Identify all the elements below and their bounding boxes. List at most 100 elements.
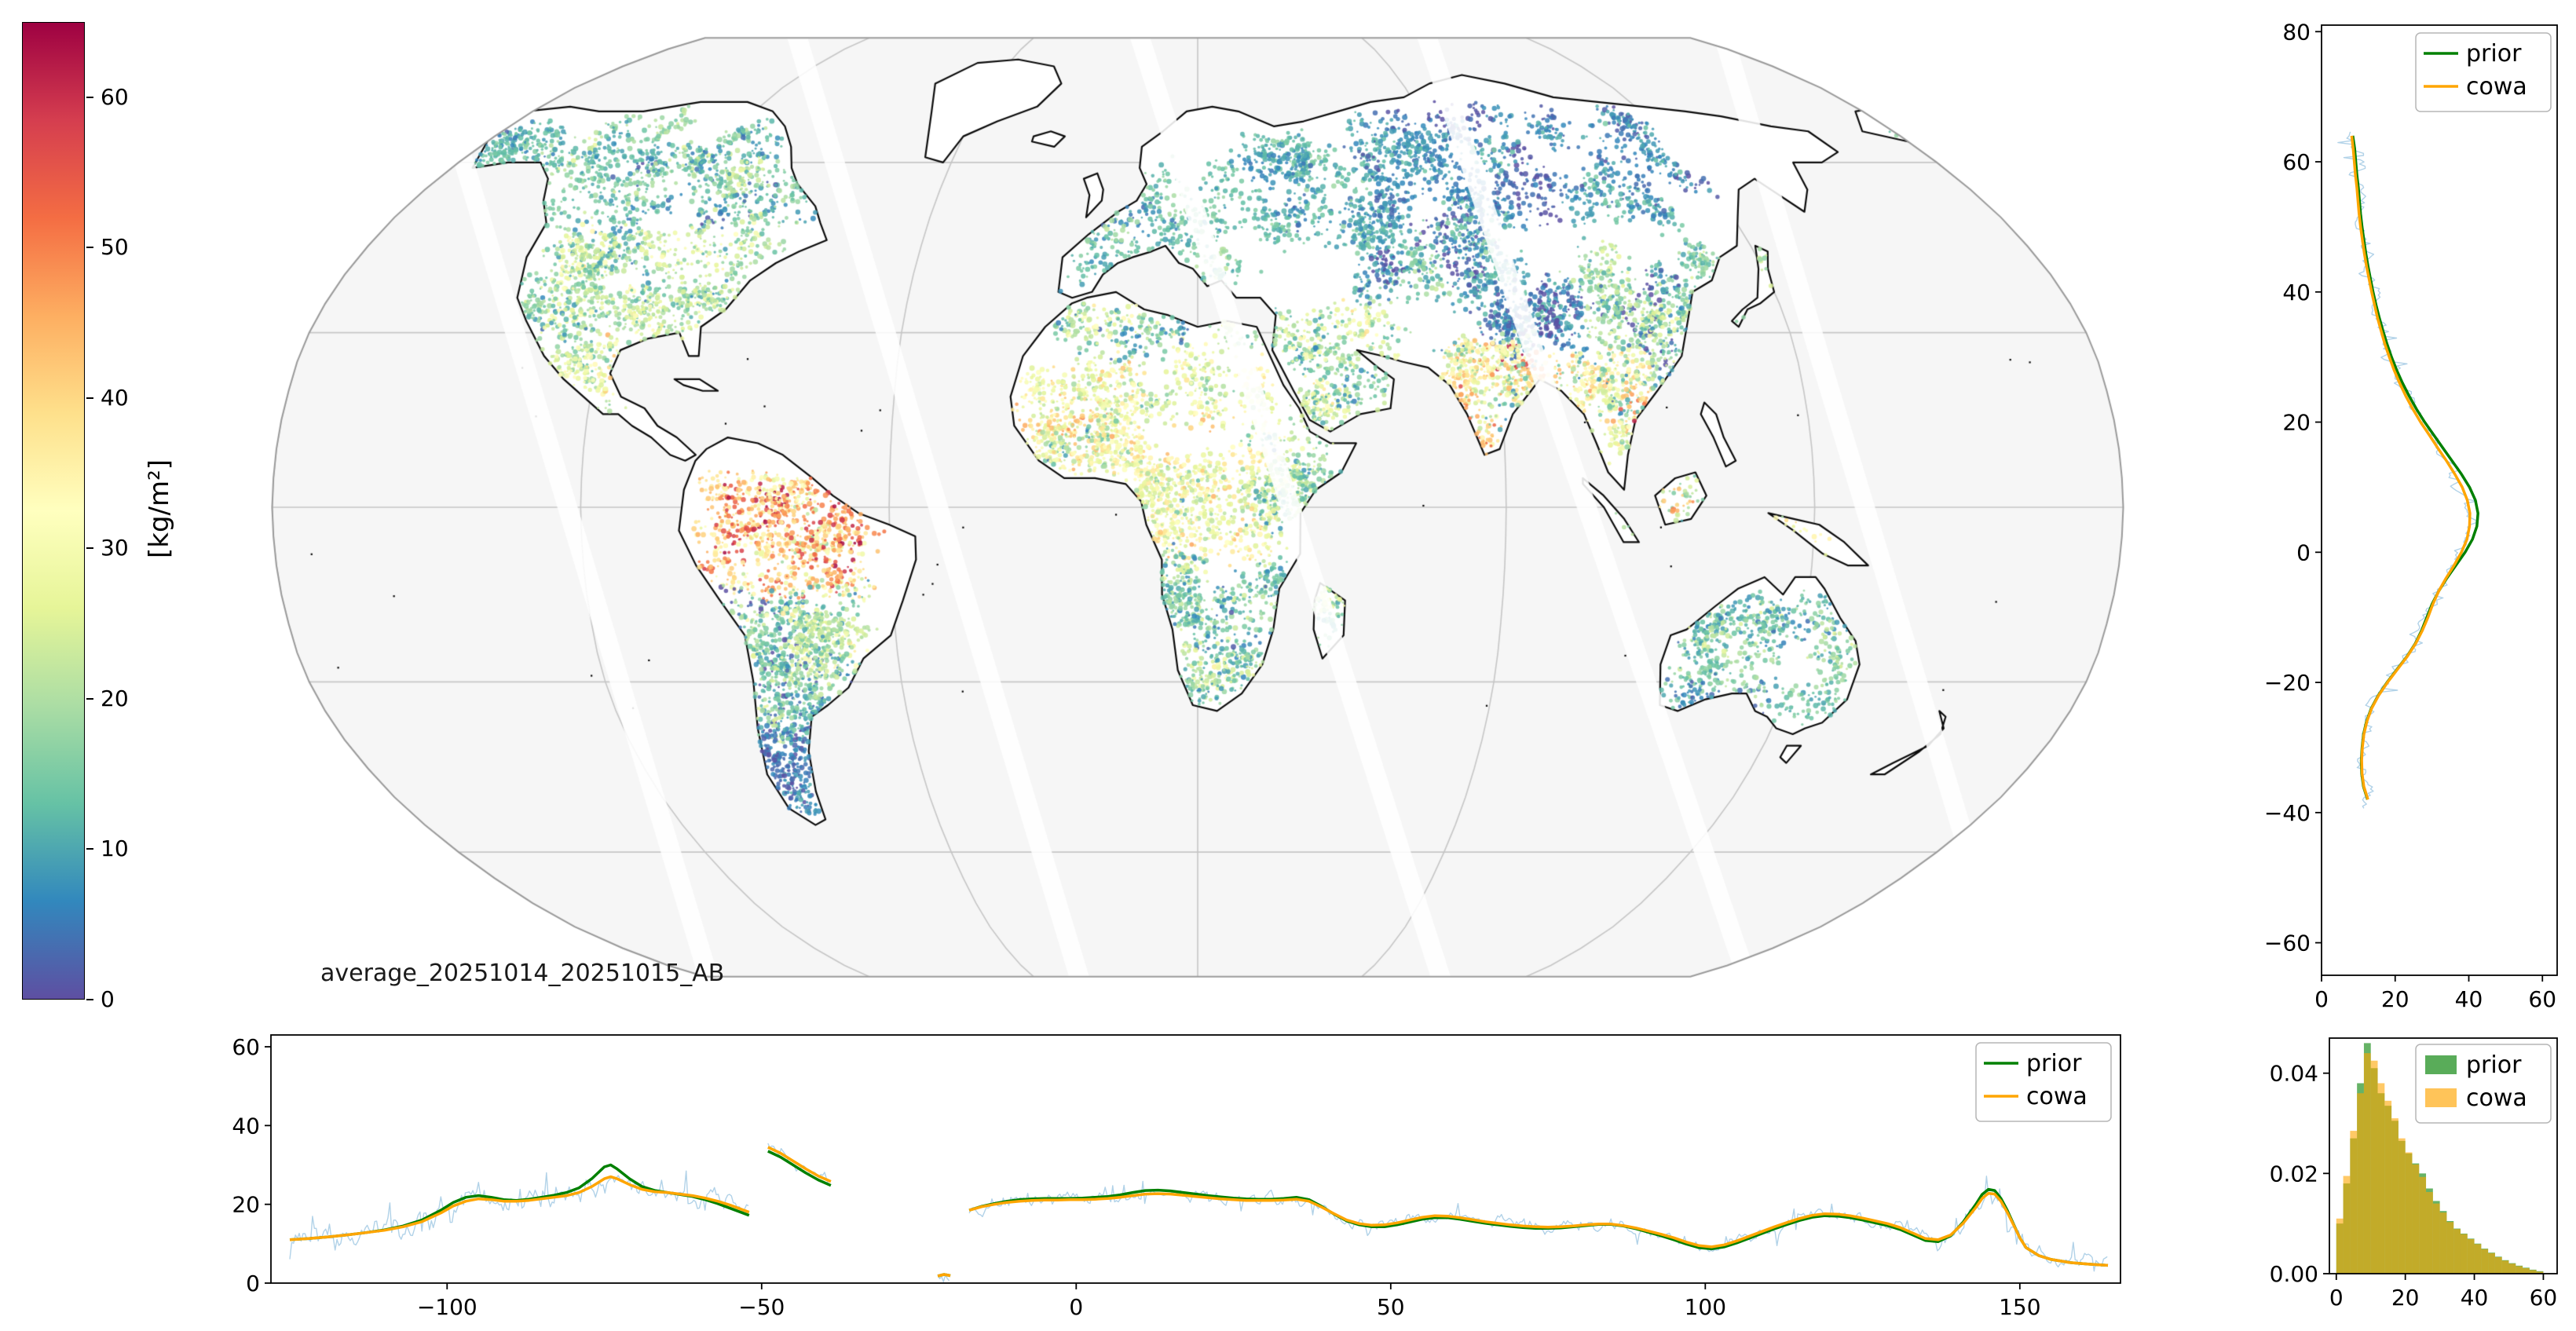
x-tick-label: 60 xyxy=(2530,1285,2558,1311)
hist-bar xyxy=(2405,1152,2413,1274)
hist-bar xyxy=(2370,1060,2378,1274)
series-line xyxy=(937,1274,950,1282)
y-tick-label: −60 xyxy=(2264,931,2311,956)
x-tick-label: 40 xyxy=(2461,1285,2489,1311)
hist-bar xyxy=(2474,1244,2482,1274)
x-tick-label: −50 xyxy=(738,1294,785,1320)
hist-bar xyxy=(2516,1266,2523,1274)
legend-label-cowa: cowa xyxy=(2466,73,2527,101)
y-tick-label: 0.04 xyxy=(2270,1061,2318,1087)
colorbar-tick-mark xyxy=(86,848,93,850)
y-tick-label: 0.02 xyxy=(2270,1161,2318,1187)
colorbar-tick-mark xyxy=(86,397,93,399)
hist-bar xyxy=(2363,1053,2371,1274)
series-line xyxy=(767,1146,832,1183)
legend-label-prior: prior xyxy=(2026,1050,2082,1077)
hist-bar xyxy=(2412,1164,2420,1274)
y-tick-label: −40 xyxy=(2264,800,2311,826)
y-tick-label: 60 xyxy=(232,1034,260,1060)
y-tick-label: 80 xyxy=(2282,19,2311,45)
hist-bar xyxy=(2488,1252,2495,1274)
hist-bar xyxy=(2357,1093,2364,1274)
x-tick-label: 150 xyxy=(1999,1294,2040,1320)
hist-bar xyxy=(2391,1118,2399,1274)
hist-bar xyxy=(2467,1238,2475,1274)
colorbar-tick-mark xyxy=(86,547,93,550)
y-tick-label: 20 xyxy=(232,1192,260,1218)
x-tick-label: 0 xyxy=(2329,1285,2344,1311)
colorbar-tick-label: 40 xyxy=(101,384,129,411)
legend-label-prior: prior xyxy=(2466,1051,2522,1079)
plot-background xyxy=(271,1035,2120,1283)
colorbar-tick-mark xyxy=(86,999,93,1000)
hist-bar xyxy=(2336,1218,2344,1274)
hist-bar xyxy=(2419,1176,2427,1274)
hist-bar xyxy=(2508,1263,2516,1274)
hist-bar xyxy=(2398,1138,2406,1274)
y-tick-label: 20 xyxy=(2282,410,2311,436)
y-tick-label: 0 xyxy=(246,1271,260,1296)
colorbar-tick-label: 60 xyxy=(101,83,129,110)
hist-bar xyxy=(2501,1260,2509,1274)
x-tick-label: 60 xyxy=(2528,986,2556,1012)
axes-frame xyxy=(2321,24,2558,976)
map-date-label: average_20251014_20251015_AB xyxy=(320,960,725,987)
hist-bar xyxy=(2453,1229,2461,1274)
colorbar-tick-label: 10 xyxy=(101,836,129,862)
hist-bar xyxy=(2446,1222,2454,1274)
hist-bar xyxy=(2481,1249,2489,1274)
hist-bar xyxy=(2536,1271,2544,1274)
hist-bar xyxy=(2439,1212,2447,1274)
colorbar-tick-label: 20 xyxy=(101,685,129,711)
hist-bar xyxy=(2350,1131,2358,1274)
colorbar-tick-label: 30 xyxy=(101,535,129,561)
y-tick-label: −20 xyxy=(2264,670,2311,696)
legend-label-cowa: cowa xyxy=(2026,1083,2088,1110)
y-tick-label: 40 xyxy=(232,1113,260,1139)
legend-label-prior: prior xyxy=(2466,40,2522,68)
hist-bar xyxy=(2343,1176,2351,1274)
x-tick-label: −100 xyxy=(417,1294,478,1320)
legend-swatch-cowa xyxy=(2425,1088,2457,1107)
hist-bar xyxy=(2523,1267,2530,1274)
series-line xyxy=(937,1273,951,1278)
x-tick-label: 40 xyxy=(2455,986,2483,1012)
x-tick-label: 0 xyxy=(1069,1294,1083,1320)
x-tick-label: 20 xyxy=(2391,1285,2420,1311)
series-line xyxy=(289,1175,750,1241)
x-tick-label: 50 xyxy=(1377,1294,1405,1320)
series-line xyxy=(968,1191,2109,1267)
legend-swatch-prior xyxy=(2425,1055,2457,1074)
hist-bar xyxy=(2426,1191,2433,1274)
colorbar xyxy=(22,22,85,1000)
axes-frame xyxy=(270,1034,2121,1284)
hist-bar xyxy=(2384,1100,2392,1274)
y-tick-label: 0 xyxy=(2296,539,2311,565)
colorbar-label: [kg/m²] xyxy=(144,459,176,559)
series-line xyxy=(2350,135,2472,800)
y-tick-label: 0.00 xyxy=(2270,1261,2318,1287)
legend-label-cowa: cowa xyxy=(2466,1084,2527,1112)
hist-bar xyxy=(2494,1256,2502,1274)
hist-bar xyxy=(2432,1203,2440,1274)
series-line xyxy=(767,1150,832,1187)
hist-bar xyxy=(2460,1234,2468,1274)
x-tick-label: 0 xyxy=(2314,986,2329,1012)
axes-frame xyxy=(2329,1037,2558,1274)
longitude-profile-chart: −100 −50 0 50 100 150 0 20 40 60 prior cowa xyxy=(232,1034,2121,1320)
x-tick-label: 20 xyxy=(2381,986,2410,1012)
y-tick-label: 40 xyxy=(2282,280,2311,305)
colorbar-area: [kg/m²] 0 10 20 30 40 50 60 xyxy=(22,22,242,1011)
colorbar-tick-mark xyxy=(86,697,93,700)
plot-background xyxy=(2322,25,2557,975)
histogram-chart: 0 20 40 60 0.00 0.02 0.04 prior cowa xyxy=(2270,1037,2558,1311)
colorbar-tick-mark xyxy=(86,96,93,98)
world-map xyxy=(271,9,2124,1005)
hist-bar xyxy=(2377,1083,2385,1274)
colorbar-tick-label: 50 xyxy=(101,234,129,261)
y-tick-label: 60 xyxy=(2282,149,2311,175)
hist-bar xyxy=(2529,1270,2537,1274)
x-tick-label: 100 xyxy=(1685,1294,1726,1320)
colorbar-tick-mark xyxy=(86,247,93,249)
